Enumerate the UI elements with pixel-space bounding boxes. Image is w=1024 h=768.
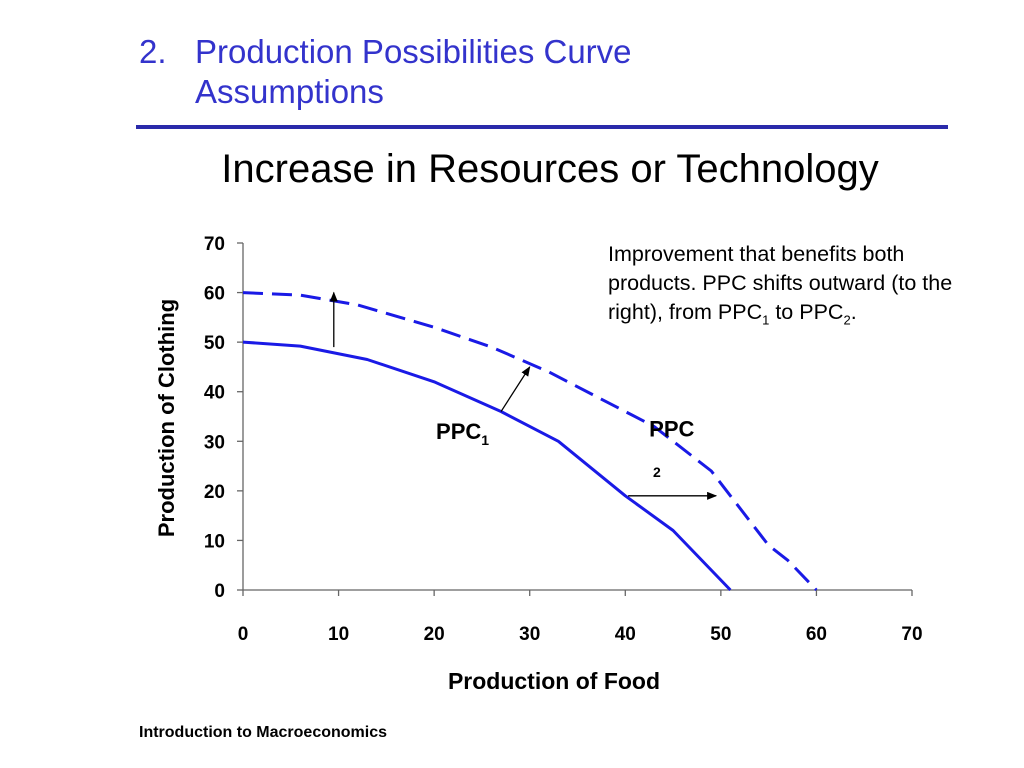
- annotation-end: .: [850, 300, 857, 324]
- footer-text: Introduction to Macroeconomics: [139, 724, 388, 741]
- title-line-2: Assumptions: [195, 73, 384, 110]
- annotation-ppc-a: PPC: [717, 300, 763, 324]
- curve-label: PPC: [649, 416, 694, 441]
- annotation-sub-1: 1: [762, 312, 770, 328]
- x-tick-label: 20: [424, 624, 445, 645]
- ppc2-curve: [242, 291, 818, 592]
- y-tick-label: 0: [214, 581, 225, 602]
- slide-title: 2. Production Possibilities Curve Assumpt…: [139, 32, 632, 112]
- annotation-sub-2: 2: [843, 312, 851, 328]
- y-tick-label: 40: [204, 383, 225, 404]
- y-tick-label: 20: [204, 482, 225, 503]
- slide-subtitle: Increase in Resources or Technology: [221, 147, 879, 191]
- annotation-main: Improvement that benefits both products.…: [608, 242, 953, 324]
- y-tick-label: 30: [204, 432, 225, 453]
- curve-label: 2: [653, 464, 661, 480]
- x-tick-label: 40: [615, 624, 636, 645]
- curve-label-subscript: 1: [481, 432, 489, 448]
- x-axis-label: Production of Food: [448, 668, 660, 694]
- y-axis-label: Production of Clothing: [154, 299, 179, 537]
- x-tick-label: 70: [901, 624, 922, 645]
- title-underline: [136, 125, 948, 129]
- title-line-1: Production Possibilities Curve: [195, 33, 632, 70]
- annotation-to: to: [769, 300, 800, 324]
- annotation-text: Improvement that benefits both products.…: [608, 240, 968, 334]
- slide-number: 2.: [139, 33, 167, 70]
- x-tick-label: 50: [710, 624, 731, 645]
- shift-arrow: [500, 366, 531, 412]
- x-tick-label: 60: [806, 624, 827, 645]
- y-tick-label: 10: [204, 531, 225, 552]
- y-tick-label: 50: [204, 333, 225, 354]
- x-tick-label: 0: [238, 624, 249, 645]
- y-tick-label: 60: [204, 284, 225, 305]
- curve-label: PPC1: [436, 419, 489, 448]
- x-tick-label: 30: [519, 624, 540, 645]
- x-tick-label: 10: [328, 624, 349, 645]
- y-tick-label: 70: [204, 234, 225, 255]
- annotation-ppc-b: PPC: [799, 300, 844, 324]
